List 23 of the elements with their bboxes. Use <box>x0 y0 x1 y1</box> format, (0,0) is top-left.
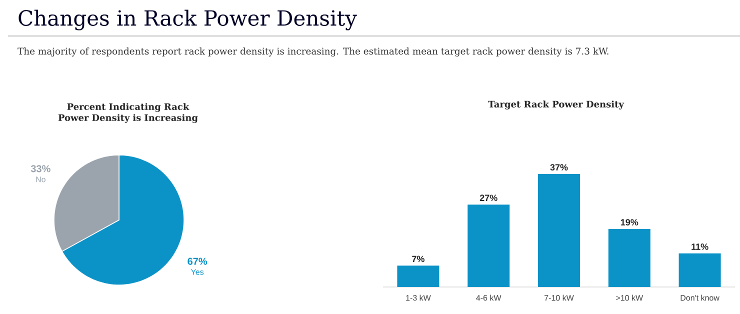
x-tick-label: Don't know <box>680 294 720 301</box>
data-label: 11% <box>692 244 708 250</box>
slice-label: No <box>36 176 46 182</box>
data-label: 33% <box>30 165 50 172</box>
chart-title: Target Rack Power Density <box>488 100 624 110</box>
bar <box>397 266 440 287</box>
x-tick-label: >10 kW <box>616 294 644 301</box>
data-label: 7% <box>412 256 424 262</box>
data-label: 19% <box>620 219 638 226</box>
data-label: 37% <box>550 164 568 170</box>
slice-label: Yes <box>190 269 204 275</box>
x-tick-label: 4-6 kW <box>476 294 502 301</box>
text: The majority of respondents report rack power density is increasing. The estimated mean target rack power density is 7.3 kW. <box>18 47 608 57</box>
bar <box>468 204 510 287</box>
x-tick-label: 1-3 kW <box>406 294 431 301</box>
bar <box>608 228 650 287</box>
bar <box>538 174 580 287</box>
x-tick-label: 7-10 kW <box>544 294 574 301</box>
data-label: 67% <box>188 258 208 265</box>
text: Changes in Rack Power Density <box>18 10 357 30</box>
bar <box>678 253 721 287</box>
data-label: 27% <box>480 194 498 202</box>
chart-title: Percent Indicating Rack Power Density is Increasing <box>58 103 198 123</box>
